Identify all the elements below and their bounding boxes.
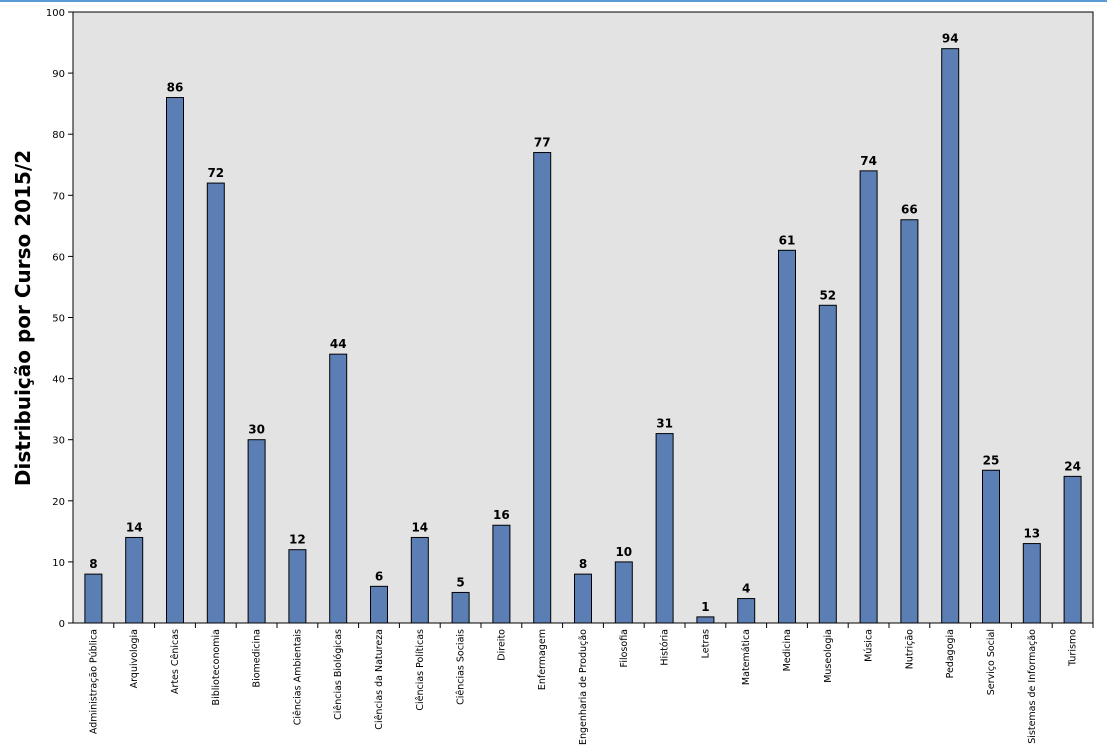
bar — [206, 182, 225, 624]
y-tick-label: 90 — [52, 69, 65, 80]
bar — [1063, 475, 1082, 624]
data-label: 10 — [615, 545, 632, 559]
x-tick-label: Engenharia de Produção — [578, 629, 589, 745]
bar — [492, 524, 511, 624]
x-tick-label: Biomedicina — [252, 629, 263, 687]
data-label: 94 — [942, 32, 959, 46]
data-label: 31 — [656, 417, 673, 431]
data-label: 61 — [779, 233, 796, 247]
y-tick-label: 60 — [52, 252, 65, 263]
bar — [1022, 543, 1041, 624]
bar — [125, 536, 144, 624]
y-tick-label: 30 — [52, 436, 65, 447]
data-label: 6 — [375, 569, 383, 583]
x-tick-label: Artes Cênicas — [170, 629, 181, 694]
x-tick-label: Ciências da Natureza — [374, 629, 385, 730]
data-label: 13 — [1023, 527, 1040, 541]
y-tick-label: 80 — [52, 130, 65, 141]
bar — [247, 439, 266, 624]
bar — [941, 48, 960, 624]
data-label: 4 — [742, 582, 750, 596]
x-tick-label: Museologia — [823, 629, 834, 683]
data-label: 52 — [819, 288, 836, 302]
y-tick-label: 0 — [59, 619, 65, 630]
x-tick-label: Pedagogia — [945, 629, 956, 678]
bar — [410, 536, 429, 624]
data-label: 74 — [860, 154, 877, 168]
bar — [737, 598, 756, 624]
x-tick-label: Administração Pública — [88, 629, 99, 734]
bar — [982, 469, 1000, 624]
x-tick-label: História — [660, 629, 671, 666]
x-tick-label: Ciências Sociais — [456, 629, 467, 705]
data-label: 8 — [579, 557, 587, 571]
bar — [900, 219, 919, 624]
bar — [859, 170, 878, 624]
x-tick-label: Medicina — [782, 629, 793, 671]
data-label: 16 — [493, 508, 510, 522]
bar — [614, 561, 633, 624]
bar — [655, 433, 674, 624]
data-label: 24 — [1064, 459, 1081, 473]
y-tick-label: 70 — [52, 191, 65, 202]
bar — [818, 304, 837, 624]
bar — [370, 585, 388, 624]
data-label: 14 — [411, 520, 428, 534]
x-tick-label: Turismo — [1068, 629, 1079, 667]
data-label: 8 — [89, 557, 97, 571]
x-tick-label: Ciências Ambientais — [292, 629, 303, 725]
bar — [329, 353, 348, 624]
top-border — [0, 0, 1107, 2]
x-tick-label: Biblioteconomia — [211, 629, 222, 705]
y-tick-label: 10 — [52, 558, 65, 569]
bar — [778, 249, 796, 624]
x-tick-label: Direito — [496, 629, 507, 661]
plot-area — [72, 11, 1094, 624]
x-tick-label: Nutrição — [904, 629, 915, 669]
y-tick-label: 40 — [52, 375, 65, 386]
x-tick-label: Ciências Biológicas — [333, 629, 344, 720]
bar — [574, 573, 592, 624]
y-axis-label: Distribuição por Curso 2015/2 — [11, 150, 35, 486]
data-label: 25 — [983, 453, 1000, 467]
data-label: 1 — [701, 600, 709, 614]
data-label: 72 — [207, 166, 224, 180]
x-tick-label: Serviço Social — [986, 629, 997, 695]
x-tick-label: Sistemas de Informação — [1027, 629, 1038, 744]
bar — [533, 152, 552, 624]
x-tick-label: Música — [864, 629, 875, 662]
data-label: 77 — [534, 136, 551, 150]
data-label: 44 — [330, 337, 347, 351]
y-tick-label: 20 — [52, 497, 65, 508]
x-tick-label: Filosofia — [619, 629, 630, 667]
bar — [696, 616, 715, 624]
bar — [166, 97, 184, 624]
x-tick-label: Letras — [700, 629, 711, 658]
data-label: 14 — [126, 520, 143, 534]
bar — [451, 591, 470, 624]
y-tick-label: 50 — [52, 314, 65, 325]
x-tick-label: Arquivologia — [129, 629, 140, 688]
x-tick-label: Ciências Políticas — [415, 629, 426, 711]
data-label: 86 — [167, 81, 184, 95]
y-tick-label: 100 — [46, 8, 65, 19]
data-label: 12 — [289, 533, 306, 547]
x-tick-label: Matemática — [741, 629, 752, 685]
bar — [84, 573, 103, 624]
data-label: 30 — [248, 423, 265, 437]
bar — [288, 549, 307, 624]
x-tick-label: Enfermagem — [537, 629, 548, 690]
data-label: 66 — [901, 203, 918, 217]
data-label: 5 — [456, 575, 464, 589]
